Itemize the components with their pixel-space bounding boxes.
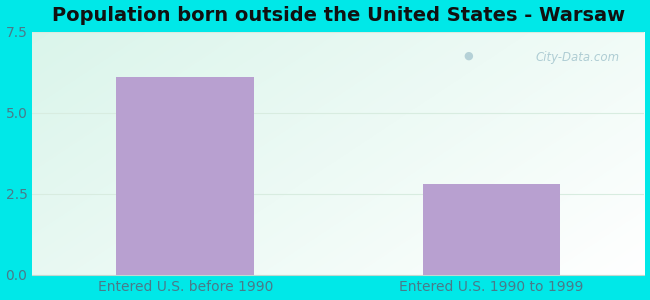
Text: City-Data.com: City-Data.com <box>536 51 620 64</box>
Bar <box>116 77 254 275</box>
Title: Population born outside the United States - Warsaw: Population born outside the United State… <box>52 6 625 25</box>
Bar <box>422 184 560 275</box>
Text: ●: ● <box>464 51 474 61</box>
